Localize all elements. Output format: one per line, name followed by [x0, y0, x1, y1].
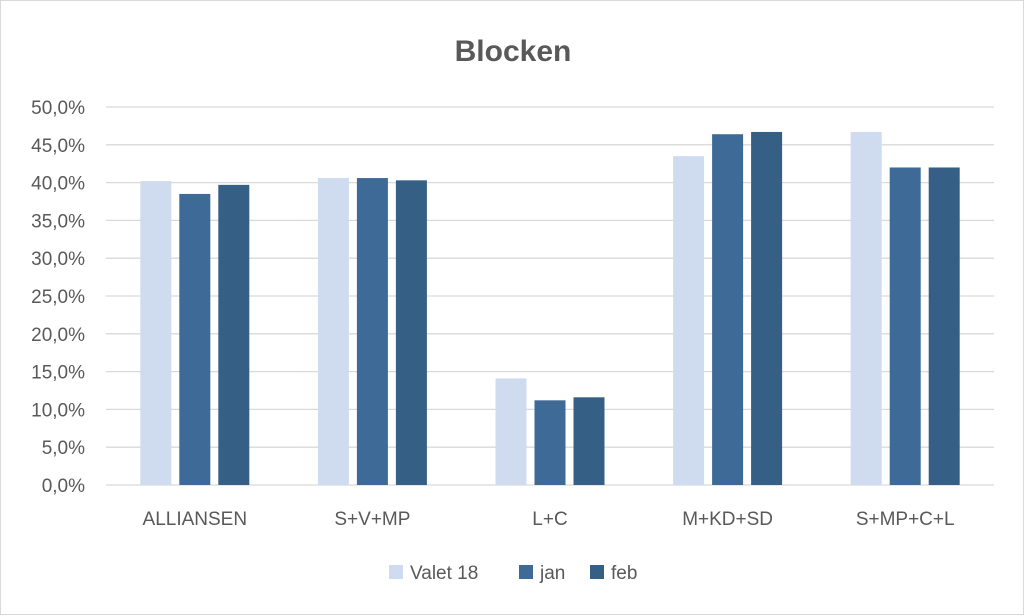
bar-1-5 [850, 131, 882, 485]
bar-2-4 [712, 134, 744, 485]
bar-3-2 [395, 180, 427, 485]
y-tick-label: 50,0% [31, 98, 85, 119]
bar-2-3 [534, 400, 566, 485]
bar-3-3 [573, 397, 605, 485]
y-tick-label: 30,0% [31, 249, 85, 270]
bar-1-3 [495, 378, 527, 485]
chart-title: Blocken [455, 35, 572, 68]
bars [140, 131, 960, 486]
y-tick-label: 15,0% [31, 363, 85, 384]
y-tick-label: 35,0% [31, 211, 85, 232]
bar-1-4 [673, 156, 705, 485]
y-tick-label: 25,0% [31, 287, 85, 308]
bar-3-5 [928, 167, 960, 486]
x-category-label: ALLIANSEN [143, 509, 248, 530]
x-category-label: S+MP+C+L [856, 509, 955, 530]
legend-label: feb [611, 563, 637, 584]
y-tick-label: 20,0% [31, 325, 85, 346]
bar-2-1 [179, 193, 211, 485]
y-axis: 0,0% 5,0% 10,0% 15,0% 20,0% 25,0% 30,0% 35,0% 40… [31, 98, 85, 497]
legend-label: jan [539, 563, 565, 584]
legend-label: Valet 18 [410, 563, 478, 584]
legend-swatch [389, 565, 403, 579]
y-tick-label: 5,0% [42, 438, 85, 459]
bar-2-5 [889, 167, 921, 486]
x-axis: ALLIANSEN S+V+MP L+C M+KD+SD S+MP+C+L [143, 509, 955, 530]
bar-1-2 [317, 178, 349, 485]
y-tick-label: 0,0% [42, 476, 85, 497]
y-tick-label: 45,0% [31, 136, 85, 157]
x-category-label: S+V+MP [334, 509, 410, 530]
bar-3-1 [218, 184, 250, 486]
x-category-label: M+KD+SD [682, 509, 773, 530]
gridlines [106, 106, 994, 486]
legend-swatch [519, 565, 533, 579]
y-tick-label: 10,0% [31, 400, 85, 421]
bar-2-2 [356, 178, 388, 485]
x-category-label: L+C [532, 509, 567, 530]
bar-3-4 [751, 131, 783, 485]
bar-1-1 [140, 181, 172, 485]
legend-swatch [590, 565, 604, 579]
y-tick-label: 40,0% [31, 174, 85, 195]
legend: Valet 18 jan feb [389, 563, 637, 584]
